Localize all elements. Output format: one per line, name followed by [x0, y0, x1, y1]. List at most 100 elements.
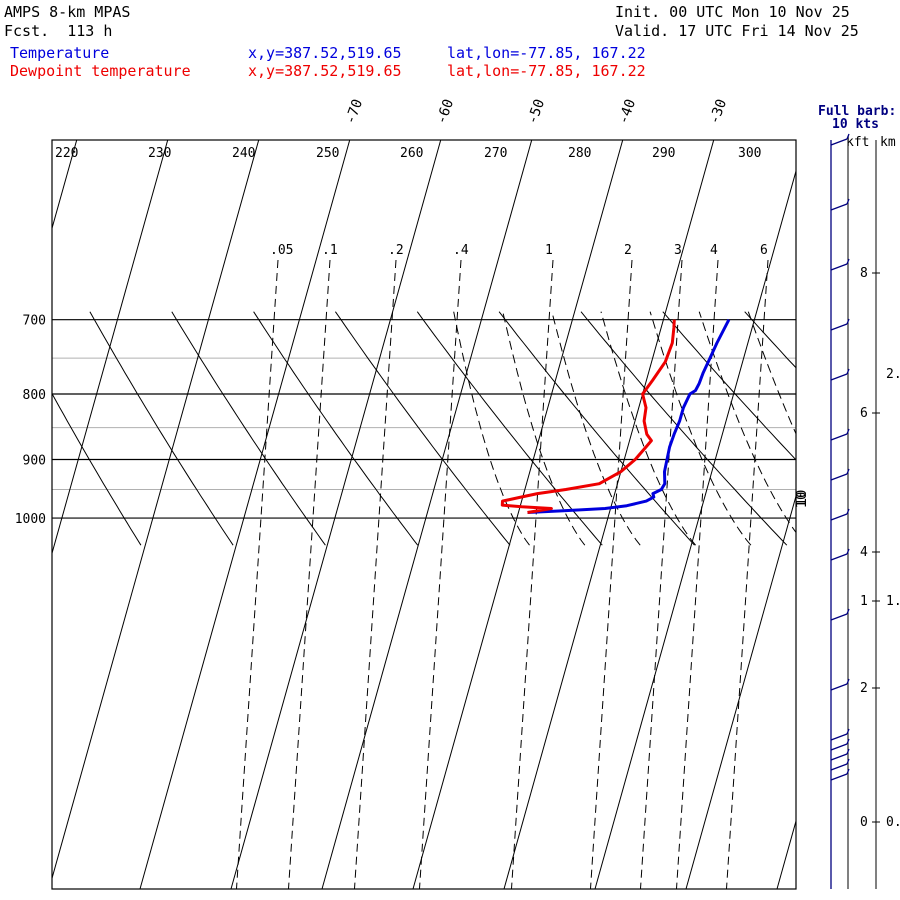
- moist-adiabat-line: [649, 311, 752, 546]
- barb-speed-marker: 10: [794, 490, 810, 507]
- wind-barb: [830, 743, 848, 751]
- height-label: 6: [860, 406, 868, 421]
- moist-adiabat-line: [600, 311, 696, 546]
- wind-barb-flag: [846, 133, 850, 140]
- height-label: 2: [860, 681, 868, 696]
- theta-tick-label: 290: [652, 146, 675, 161]
- dry-adiabat-line: [52, 392, 142, 546]
- isotherm-line: [52, 140, 260, 881]
- mixing-ratio-label: .4: [453, 243, 469, 258]
- dry-adiabat-line: [334, 311, 511, 546]
- theta-tick-label: 260: [400, 146, 423, 161]
- wind-barb: [830, 683, 848, 691]
- mixing-ratio-line: [353, 259, 397, 889]
- dry-adiabat-line: [827, 312, 900, 546]
- moist-adiabat-line: [453, 311, 530, 546]
- isotherm-line: [685, 494, 796, 889]
- wind-barb-flag: [846, 748, 850, 755]
- dry-adiabat-line: [171, 311, 326, 546]
- height-label: 4: [860, 545, 868, 560]
- isotherm-line: [230, 140, 442, 889]
- wind-barb-flag: [846, 198, 850, 205]
- wind-barb-flag: [846, 678, 850, 685]
- mixing-ratio-line: [589, 259, 633, 889]
- temperature-tick-label: -30: [706, 97, 730, 126]
- height-label: 0: [860, 815, 868, 830]
- model-title: AMPS 8-km MPAS: [4, 3, 131, 21]
- wind-barb-flag: [846, 758, 850, 765]
- temperature-tick-label: 10: [794, 492, 810, 509]
- mixing-ratio-label: .05: [270, 243, 293, 258]
- mixing-ratio-label: 6: [760, 243, 768, 258]
- wind-barb: [830, 433, 848, 441]
- init-time: Init. 00 UTC Mon 10 Nov 25: [615, 3, 850, 21]
- isotherm-line: [139, 140, 351, 889]
- dry-adiabat-line: [253, 311, 419, 546]
- wind-barb: [830, 513, 848, 521]
- mixing-ratio-line: [287, 259, 331, 889]
- wind-barb-flag: [846, 608, 850, 615]
- isotherm-line: [503, 140, 715, 889]
- isotherm-line: [321, 140, 533, 889]
- mixing-ratio-label: 4: [710, 243, 718, 258]
- pressure-tick-label: 1000: [15, 512, 46, 527]
- mixing-ratio-line: [639, 259, 683, 889]
- dewpoint-xy: x,y=387.52,519.65: [248, 62, 402, 80]
- wind-barb: [830, 323, 848, 331]
- moist-adiabat-line: [896, 312, 900, 546]
- mixing-ratio-label: .1: [322, 243, 338, 258]
- isotherm-line: [412, 140, 624, 889]
- barb-speed: 10 kts: [832, 117, 879, 132]
- height-label: 8: [860, 266, 868, 281]
- kft-label: kft: [846, 135, 870, 150]
- temperature-xy: x,y=387.52,519.65: [248, 44, 402, 62]
- wind-barb-flag: [846, 258, 850, 265]
- dewpoint-legend: Dewpoint temperature: [10, 62, 191, 80]
- theta-tick-label: 280: [568, 146, 591, 161]
- pressure-tick-label: 900: [23, 453, 46, 468]
- kft-height-label: 0.: [886, 815, 900, 830]
- temperature-profile: [527, 319, 731, 514]
- wind-barb: [830, 203, 848, 211]
- temperature-legend: Temperature: [10, 44, 110, 62]
- valid-time: Valid. 17 UTC Fri 14 Nov 25: [615, 22, 859, 40]
- isotherm-line: [52, 140, 169, 556]
- theta-tick-label: 220: [55, 146, 78, 161]
- height-label: 1: [860, 594, 868, 609]
- dry-adiabat-line: [0, 312, 49, 546]
- moist-adiabat-line: [698, 311, 796, 534]
- isotherm-line: [868, 140, 900, 889]
- wind-barb-flag: [846, 428, 850, 435]
- mixing-ratio-line: [675, 259, 719, 889]
- moist-adiabat-line: [551, 311, 641, 546]
- wind-barb: [830, 753, 848, 761]
- dewpoint-latlon: lat,lon=-77.85, 167.22: [447, 62, 646, 80]
- kft-height-label: 1.: [886, 594, 900, 609]
- theta-tick-label: 240: [232, 146, 255, 161]
- dry-adiabat-line: [89, 311, 234, 546]
- barb-title: Full barb:: [818, 104, 897, 119]
- wind-barb: [830, 613, 848, 621]
- mixing-ratio-line: [725, 259, 769, 889]
- wind-barb: [830, 263, 848, 271]
- mixing-ratio-line: [235, 259, 279, 889]
- mixing-ratio-label: .2: [388, 243, 404, 258]
- mixing-ratio-line: [510, 259, 554, 889]
- temperature-tick-label: -70: [342, 97, 366, 126]
- wind-barb: [830, 138, 848, 146]
- wind-barb-flag: [846, 508, 850, 515]
- temperature-tick-label: -40: [615, 97, 639, 126]
- wind-barb: [830, 773, 848, 781]
- wind-barb-flag: [846, 548, 850, 555]
- isotherm-line: [594, 169, 796, 889]
- pressure-tick-label: 700: [23, 314, 46, 329]
- dry-adiabat-line: [744, 311, 796, 369]
- mixing-ratio-label: 1: [545, 243, 553, 258]
- mixing-ratio-line: [418, 259, 462, 889]
- temperature-tick-label: -60: [433, 97, 457, 126]
- mixing-ratio-label: 3: [674, 243, 682, 258]
- moist-adiabat-line: [502, 311, 586, 546]
- dry-adiabat-line: [662, 311, 796, 461]
- mixing-ratio-label: 2: [624, 243, 632, 258]
